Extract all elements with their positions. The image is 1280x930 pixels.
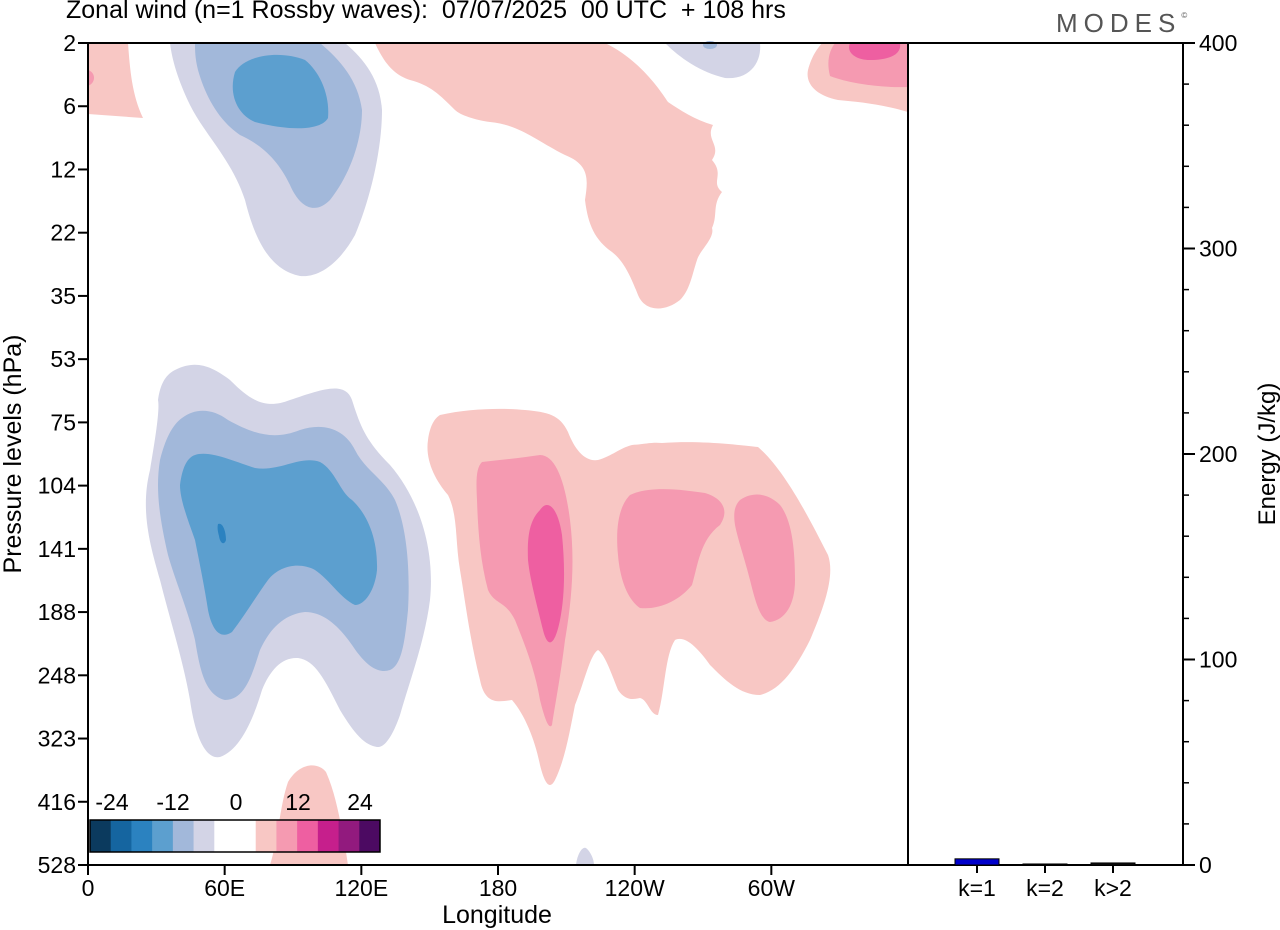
energy-axis: 0 100 200 300 400	[1183, 30, 1237, 878]
contour-negative-3	[576, 847, 594, 865]
y-tick-label: 2	[63, 30, 76, 56]
y-tick-label: 6	[63, 93, 76, 119]
contour-positive-3	[375, 43, 722, 309]
y-tick-label: 104	[38, 473, 77, 499]
colorbar-swatch	[317, 820, 340, 852]
colorbar-swatch	[90, 820, 112, 852]
energy-bar	[1022, 863, 1068, 866]
chart-title: Zonal wind (n=1 Rossby waves): 07/07/202…	[66, 0, 786, 24]
energy-bar	[954, 858, 1000, 866]
colorbar-swatch	[359, 820, 381, 852]
x-tick-label: 60W	[748, 875, 796, 901]
y-tick-label: 528	[38, 852, 76, 878]
colorbar-swatch	[193, 820, 215, 852]
x-tick-label: 120E	[334, 875, 388, 901]
colorbar-swatch	[255, 820, 277, 852]
contour-negative-3	[665, 43, 761, 79]
contour-negative-12	[217, 523, 226, 544]
y-tick-label: 22	[50, 220, 76, 246]
contour-positive-6	[88, 70, 95, 86]
colorbar-swatch	[235, 820, 257, 852]
y-tick-label: 188	[38, 599, 76, 625]
colorbar-swatch	[214, 820, 236, 852]
energy-bar	[1090, 862, 1136, 866]
y-tick-label: 75	[50, 409, 76, 435]
contour-negative-9	[232, 54, 329, 129]
colorbar-swatch	[297, 820, 319, 852]
colorbar-swatch	[338, 820, 360, 852]
y-tick-label: 323	[38, 726, 76, 752]
energy-category-label: k=2	[1026, 875, 1064, 901]
colorbar-label: 12	[285, 789, 311, 815]
contour-positive-9	[527, 504, 565, 643]
colorbar-frame	[89, 819, 381, 853]
colorbar	[89, 819, 381, 853]
energy-plot-frame	[907, 42, 1184, 866]
colorbar-label: -12	[156, 789, 189, 815]
x-tick-label: 180	[479, 875, 517, 901]
colorbar-swatch	[276, 820, 298, 852]
energy-axis-label: Energy (J/kg)	[1254, 383, 1280, 526]
energy-category-label: k=1	[958, 875, 996, 901]
y-tick-label: 35	[50, 283, 76, 309]
x-tick-label: 60E	[204, 875, 245, 901]
pressure-axis: 2 6 12 22 35 53 75 104 141 188 248 323 416 528	[38, 30, 88, 878]
modes-logo: MODES©	[1056, 8, 1188, 38]
colorbar-label: -24	[95, 789, 128, 815]
longitude-axis: 0 60E 120E 180 120W 60W	[82, 865, 796, 901]
y-tick-label: 248	[38, 662, 76, 688]
colorbar-swatch	[172, 820, 195, 852]
contour-positive-3	[88, 43, 143, 118]
contour-negative-9	[180, 453, 378, 635]
y-tick-label: 53	[50, 346, 76, 372]
y-tick-label: 12	[50, 156, 76, 182]
energy-bars: k=1 k=2 k>2	[954, 858, 1136, 901]
energy-tick-label: 200	[1199, 441, 1237, 467]
x-axis-label: Longitude	[442, 901, 552, 929]
colorbar-swatch	[152, 820, 174, 852]
energy-tick-label: 300	[1199, 236, 1237, 262]
energy-tick-label: 0	[1199, 852, 1212, 878]
colorbar-swatch	[131, 820, 153, 852]
y-tick-label: 416	[38, 789, 76, 815]
colorbar-label: 0	[230, 789, 243, 815]
y-tick-label: 141	[38, 536, 76, 562]
x-tick-label: 120W	[605, 875, 665, 901]
contour-field	[88, 41, 908, 865]
colorbar-swatch	[110, 820, 132, 852]
energy-category-label: k>2	[1094, 875, 1132, 901]
colorbar-label: 24	[347, 789, 373, 815]
contour-positive-9	[849, 43, 901, 60]
energy-tick-label: 100	[1199, 647, 1237, 673]
contour-positive-6	[734, 494, 795, 622]
x-tick-label: 0	[82, 875, 95, 901]
energy-tick-label: 400	[1199, 30, 1237, 56]
contour-positive-6	[617, 489, 725, 609]
y-axis-label: Pressure levels (hPa)	[0, 335, 27, 574]
